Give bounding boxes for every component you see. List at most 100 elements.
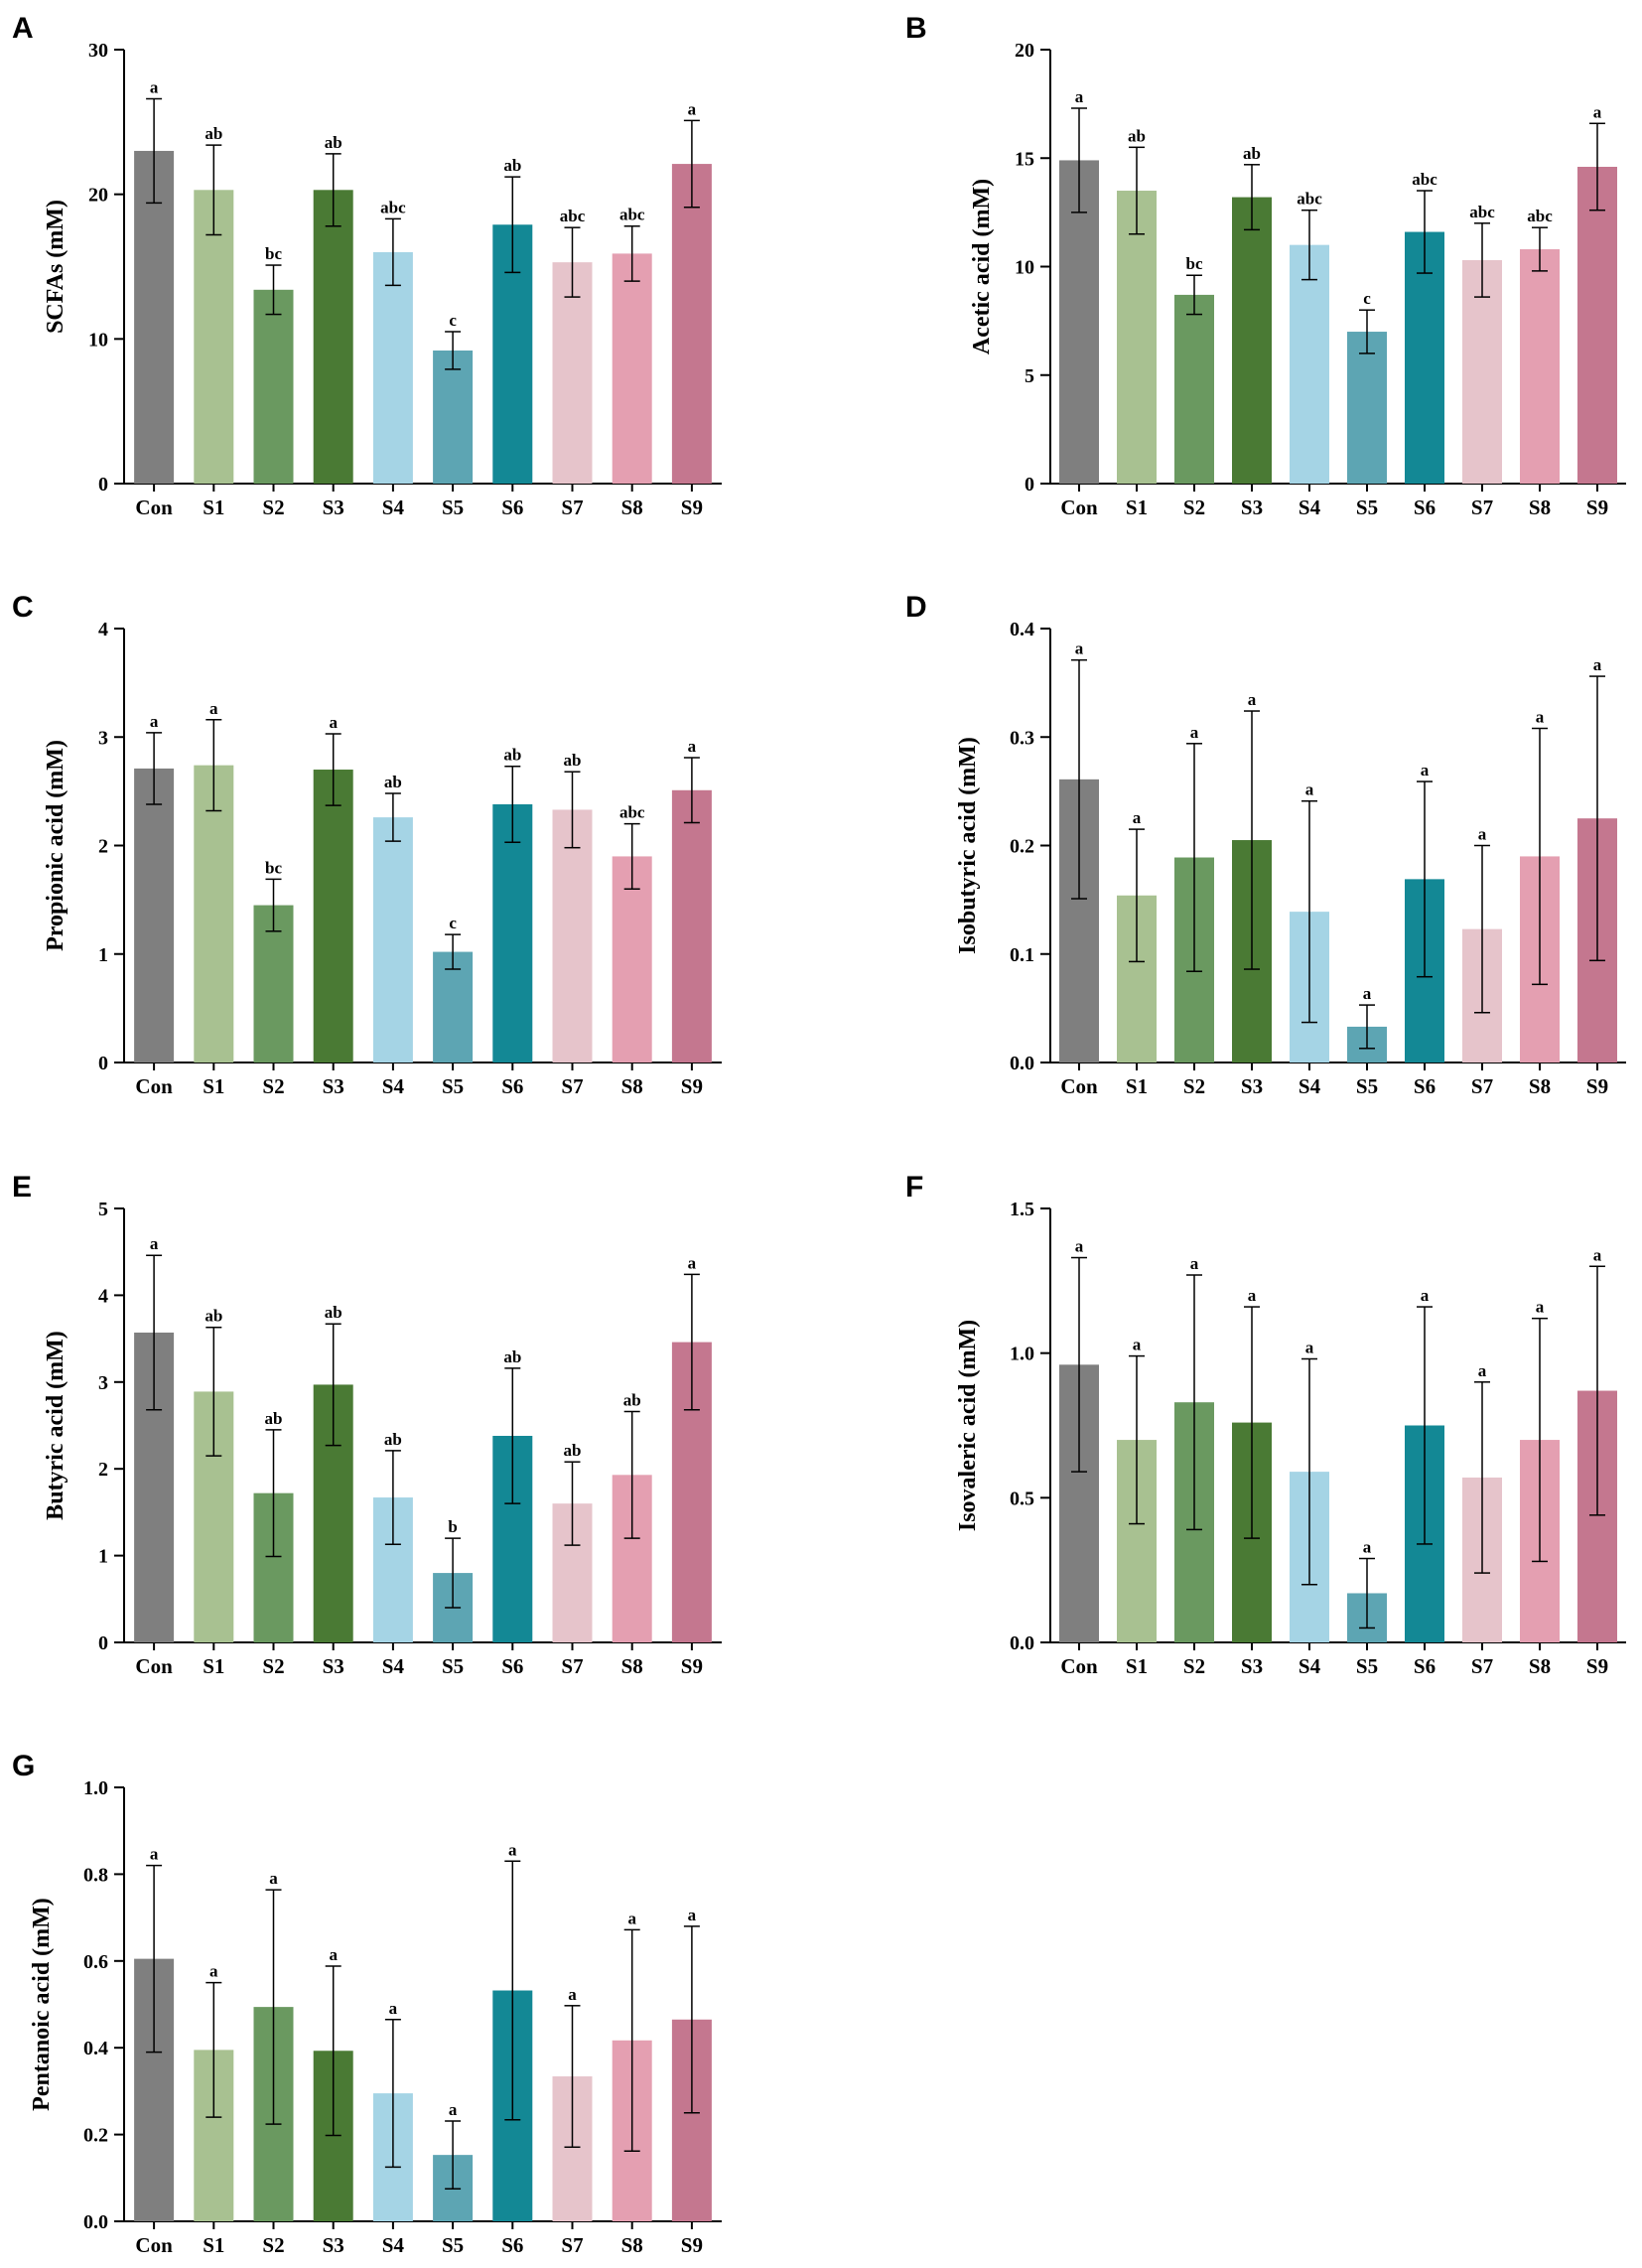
y-axis-title-d: Isobutyric acid (mM) bbox=[955, 737, 981, 954]
significance-letter-d: a bbox=[1075, 639, 1084, 658]
x-tick-label-d: S5 bbox=[1356, 1074, 1378, 1098]
x-tick-label-g: S4 bbox=[382, 2233, 405, 2257]
x-tick-label-c: S1 bbox=[203, 1074, 224, 1098]
y-tick-label-b: 20 bbox=[1015, 40, 1034, 62]
significance-letter-b: a bbox=[1593, 102, 1602, 121]
y-tick-label-d: 0.1 bbox=[1010, 944, 1034, 966]
chart-b: B 0 5 10 15 20 Acetic acid (mM) a Con ab S1 bc S2 ab S… bbox=[905, 12, 1626, 519]
x-tick-label-a: S9 bbox=[681, 496, 703, 519]
chart-d: D 0.0 0.1 0.2 0.3 0.4 Isobutyric acid (mM) a Con… bbox=[905, 591, 1626, 1098]
bar-c bbox=[194, 765, 234, 1063]
significance-letter-e: ab bbox=[623, 1391, 641, 1410]
x-tick-label-f: S8 bbox=[1529, 1654, 1551, 1678]
significance-letter-b: abc bbox=[1469, 203, 1495, 221]
significance-letter-c: a bbox=[150, 712, 159, 731]
chart-c: C 0 1 2 3 4 Propionic acid (mM) a Con a S1 bc S2 a S3 a… bbox=[12, 591, 722, 1098]
bar-c bbox=[552, 809, 593, 1063]
x-tick-label-d: S7 bbox=[1471, 1074, 1493, 1098]
significance-letter-e: ab bbox=[205, 1307, 222, 1326]
y-tick-label-c: 1 bbox=[98, 944, 108, 966]
y-tick-label-a: 30 bbox=[88, 40, 108, 62]
bar-b bbox=[1059, 160, 1099, 484]
bar-a bbox=[253, 289, 294, 484]
panel-label-b: B bbox=[905, 12, 927, 45]
x-tick-label-f: S7 bbox=[1471, 1654, 1493, 1678]
y-tick-label-g: 0.2 bbox=[83, 2125, 108, 2147]
x-tick-label-d: S8 bbox=[1529, 1074, 1551, 1098]
y-tick-label-a: 20 bbox=[88, 185, 108, 207]
significance-letter-c: ab bbox=[384, 773, 402, 791]
x-tick-label-e: S1 bbox=[203, 1654, 224, 1678]
x-tick-label-e: S2 bbox=[262, 1654, 284, 1678]
x-tick-label-f: Con bbox=[1060, 1654, 1098, 1678]
significance-letter-a: c bbox=[449, 311, 457, 330]
y-tick-label-d: 0.4 bbox=[1010, 619, 1034, 640]
significance-letter-a: ab bbox=[205, 124, 222, 143]
significance-letter-f: a bbox=[1593, 1245, 1602, 1264]
bar-c bbox=[372, 817, 413, 1063]
y-axis-title-b: Acetic acid (mM) bbox=[969, 179, 995, 354]
y-tick-label-c: 2 bbox=[98, 836, 108, 858]
y-tick-label-e: 2 bbox=[98, 1459, 108, 1481]
panel-label-a: A bbox=[12, 12, 34, 45]
y-tick-label-g: 0.4 bbox=[83, 2038, 108, 2059]
panel-e: E 0 1 2 3 4 5 Butyric acid (mM) a Con ab S1 ab S2 ab S3… bbox=[0, 1159, 821, 1725]
x-tick-label-c: S9 bbox=[681, 1074, 703, 1098]
y-tick-label-e: 1 bbox=[98, 1546, 108, 1568]
significance-letter-d: a bbox=[1305, 780, 1314, 799]
significance-letter-a: abc bbox=[560, 207, 586, 225]
panel-a: A 0 10 20 30 SCFAs (mM) a Con ab S1 bc S2 ab S3 abc S4 c… bbox=[0, 0, 821, 566]
bar-c bbox=[492, 803, 533, 1063]
significance-letter-f: a bbox=[1421, 1286, 1430, 1305]
x-tick-label-a: S1 bbox=[203, 496, 224, 519]
significance-letter-g: a bbox=[627, 1909, 636, 1927]
y-tick-label-a: 10 bbox=[88, 329, 108, 351]
significance-letter-e: a bbox=[150, 1234, 159, 1253]
x-tick-label-f: S3 bbox=[1241, 1654, 1263, 1678]
x-tick-label-f: S5 bbox=[1356, 1654, 1378, 1678]
bar-c bbox=[313, 770, 353, 1063]
significance-letter-f: a bbox=[1536, 1298, 1545, 1317]
y-tick-label-g: 0.8 bbox=[83, 1864, 108, 1886]
x-tick-label-a: S8 bbox=[621, 496, 643, 519]
significance-letter-a: ab bbox=[325, 133, 342, 152]
significance-letter-e: a bbox=[688, 1253, 697, 1272]
x-tick-label-g: S3 bbox=[323, 2233, 344, 2257]
significance-letter-c: a bbox=[329, 713, 338, 732]
x-tick-label-b: Con bbox=[1060, 496, 1098, 519]
panel-label-e: E bbox=[12, 1171, 32, 1204]
y-tick-label-g: 1.0 bbox=[83, 1777, 108, 1799]
x-tick-label-c: S2 bbox=[262, 1074, 284, 1098]
significance-letter-e: ab bbox=[384, 1430, 402, 1449]
y-tick-label-g: 0.0 bbox=[83, 2211, 108, 2233]
panel-b: B 0 5 10 15 20 Acetic acid (mM) a Con ab S1 bc S2 ab S… bbox=[893, 0, 1642, 566]
x-tick-label-e: Con bbox=[135, 1654, 173, 1678]
x-tick-label-d: S6 bbox=[1414, 1074, 1436, 1098]
y-tick-label-e: 5 bbox=[98, 1199, 108, 1220]
x-tick-label-b: S1 bbox=[1126, 496, 1148, 519]
significance-letter-g: a bbox=[389, 1999, 398, 2018]
x-tick-label-d: S4 bbox=[1299, 1074, 1321, 1098]
chart-a: A 0 10 20 30 SCFAs (mM) a Con ab S1 bc S2 ab S3 abc S4 c… bbox=[12, 12, 722, 519]
y-axis-title-g: Pentanoic acid (mM) bbox=[29, 1898, 55, 2111]
x-tick-label-c: S5 bbox=[442, 1074, 464, 1098]
significance-letter-b: abc bbox=[1527, 207, 1553, 225]
x-tick-label-a: S6 bbox=[501, 496, 523, 519]
significance-letter-e: ab bbox=[265, 1409, 283, 1428]
significance-letter-b: ab bbox=[1243, 144, 1261, 163]
significance-letter-g: a bbox=[688, 1906, 697, 1924]
significance-letter-c: ab bbox=[503, 746, 521, 765]
bar-a bbox=[134, 150, 175, 484]
significance-letter-e: b bbox=[448, 1517, 457, 1536]
significance-letter-g: a bbox=[508, 1840, 517, 1859]
x-tick-label-e: S4 bbox=[382, 1654, 405, 1678]
x-tick-label-a: S7 bbox=[561, 496, 583, 519]
x-tick-label-a: S3 bbox=[323, 496, 344, 519]
x-tick-label-g: S5 bbox=[442, 2233, 464, 2257]
significance-letter-a: abc bbox=[380, 198, 406, 216]
bar-c bbox=[433, 951, 474, 1063]
y-tick-label-a: 0 bbox=[98, 474, 108, 496]
significance-letter-f: a bbox=[1190, 1254, 1199, 1273]
significance-letter-f: a bbox=[1363, 1538, 1372, 1557]
y-tick-label-c: 3 bbox=[98, 727, 108, 749]
